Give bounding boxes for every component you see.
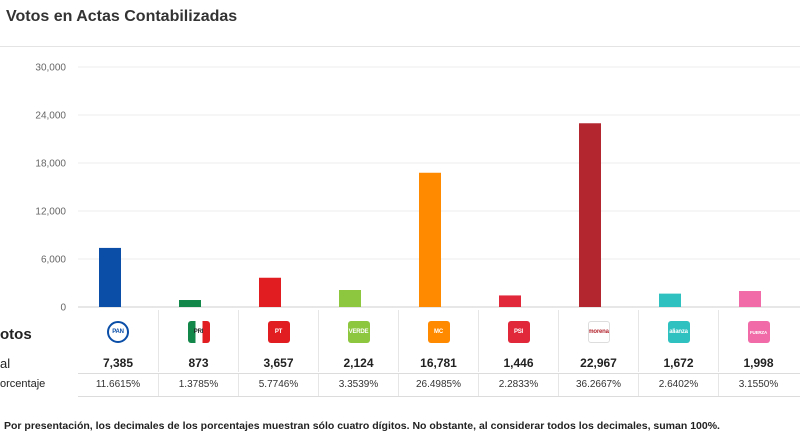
y-tick-label: 24,000 xyxy=(35,111,66,122)
total-morena: 22,967 xyxy=(558,354,638,372)
y-tick-label: 18,000 xyxy=(35,159,66,170)
percent-pan: 11.6615% xyxy=(95,379,141,390)
y-tick-label: 6,000 xyxy=(41,255,66,266)
y-tick-label: 30,000 xyxy=(35,63,66,74)
total-mc: 16,781 xyxy=(398,354,478,372)
bar-morena[interactable] xyxy=(579,123,601,307)
percent-mc: 26.4985% xyxy=(398,374,478,396)
page-title: Votos en Actas Contabilizadas xyxy=(6,8,238,25)
votes-percent-row: 11.6615% 1.3785% 5.7746% 3.3539% 26.4985% 2.2… xyxy=(78,373,800,397)
bar-alianza[interactable] xyxy=(659,293,681,307)
logo-cell-pri: PRI xyxy=(158,310,238,354)
morena-logo-icon: morena xyxy=(587,321,610,343)
y-tick-label: 0 xyxy=(60,303,66,313)
percent-morena: 36.2667% xyxy=(558,374,638,396)
total-alianza: 1,672 xyxy=(638,354,718,372)
y-tick-label: 12,000 xyxy=(35,207,66,218)
votes-bar-chart: 0 6,000 12,000 18,000 24,000 30,000 xyxy=(35,63,800,313)
logo-cell-fuerza: FUERZA xyxy=(718,310,798,354)
logo-cell-alianza: alianza xyxy=(638,310,718,354)
total-pri: 873 xyxy=(158,354,238,372)
percent-fuerza: 3.1550% xyxy=(718,374,798,396)
fuerza-logo-icon: FUERZA xyxy=(747,321,770,343)
total-fuerza: 1,998 xyxy=(718,354,798,372)
logo-cell-psi: PSI xyxy=(478,310,558,354)
bar-fuerza[interactable] xyxy=(739,291,761,307)
pri-logo-icon: PRI xyxy=(187,321,210,343)
logo-cell-morena: morena xyxy=(558,310,638,354)
logo-cell-mc: MC xyxy=(398,310,478,354)
pt-logo-icon: PT xyxy=(267,321,290,343)
bar-pri[interactable] xyxy=(179,300,201,307)
percent-verde: 3.3539% xyxy=(318,374,398,396)
percent-psi: 2.2833% xyxy=(478,374,558,396)
total-verde: 2,124 xyxy=(318,354,398,372)
party-logos-row: PAN PRI PT VERDE MC PSI morena alianza FUERZA xyxy=(78,310,800,354)
bar-verde[interactable] xyxy=(339,290,361,307)
percent-pri: 1.3785% xyxy=(158,374,238,396)
logo-cell-pan: PAN xyxy=(78,310,158,354)
verde-logo-icon: VERDE xyxy=(347,321,370,343)
bar-mc[interactable] xyxy=(419,172,441,307)
total-psi: 1,446 xyxy=(478,354,558,372)
votes-section-label: otos xyxy=(0,326,32,343)
alianza-logo-icon: alianza xyxy=(667,321,690,343)
bar-pan[interactable] xyxy=(99,247,121,307)
percent-row-label: orcentaje xyxy=(0,378,46,390)
percent-pt: 5.7746% xyxy=(238,374,318,396)
logo-cell-verde: VERDE xyxy=(318,310,398,354)
percent-alianza: 2.6402% xyxy=(638,374,718,396)
psi-logo-icon: PSI xyxy=(507,321,530,343)
bar-pt[interactable] xyxy=(259,277,281,307)
total-pan: 7,385 xyxy=(102,356,134,370)
logo-cell-pt: PT xyxy=(238,310,318,354)
footnote: Por presentación, los decimales de los p… xyxy=(4,420,720,432)
votes-total-row: 7,385 873 3,657 2,124 16,781 1,446 22,967 1,672… xyxy=(78,354,800,372)
bar-psi[interactable] xyxy=(499,295,521,307)
title-divider xyxy=(0,46,800,47)
total-pt: 3,657 xyxy=(238,354,318,372)
total-row-label: al xyxy=(0,356,11,371)
pan-logo-icon: PAN xyxy=(107,321,129,343)
mc-logo-icon: MC xyxy=(427,321,450,343)
